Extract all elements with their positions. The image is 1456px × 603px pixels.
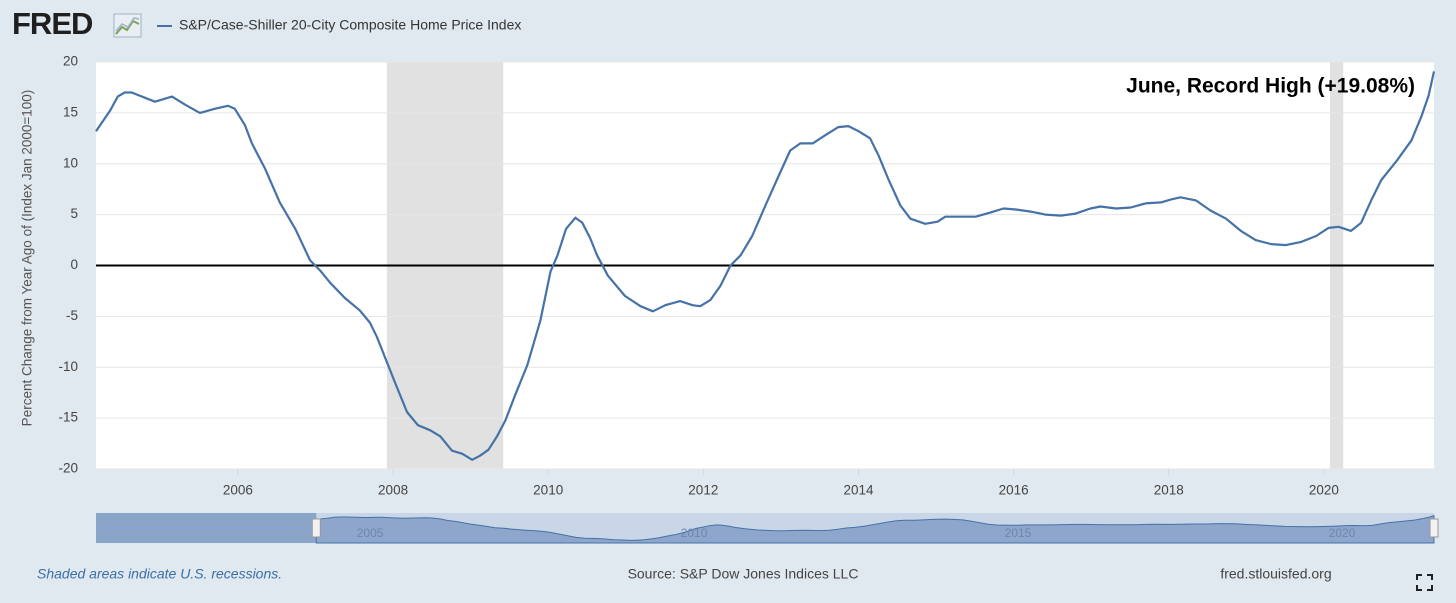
source: Source: S&P Dow Jones Indices LLC — [628, 566, 859, 582]
x-tick-label: 2014 — [843, 483, 874, 498]
annotation: June, Record High (+19.08%) — [1126, 75, 1415, 98]
logo: FRED — [12, 6, 93, 41]
site-link[interactable]: fred.stlouisfed.org — [1220, 566, 1331, 582]
x-tick-label: 2010 — [533, 483, 563, 498]
y-tick-label: 20 — [63, 54, 78, 69]
y-tick-label: 15 — [63, 104, 78, 119]
y-tick-label: 5 — [70, 206, 78, 221]
x-tick-label: 2018 — [1154, 483, 1184, 498]
navigator-handle[interactable] — [311, 518, 321, 538]
navigator-handle[interactable] — [1429, 518, 1439, 538]
recession-note: Shaded areas indicate U.S. recessions. — [37, 566, 282, 582]
navigator-tick-label: 2005 — [357, 526, 384, 540]
navigator-area — [315, 514, 1435, 544]
y-tick-label: 10 — [63, 155, 78, 170]
series-line — [95, 71, 1436, 461]
x-tick-label: 2016 — [999, 483, 1029, 498]
y-axis-label: Percent Change from Year Ago of (Index J… — [20, 90, 35, 427]
y-tick-label: -15 — [58, 410, 78, 425]
y-tick-label: 0 — [70, 257, 78, 272]
legend-label: S&P/Case-Shiller 20-City Composite Home … — [179, 17, 521, 33]
y-tick-label: -20 — [58, 461, 78, 476]
y-tick-label: -5 — [66, 308, 78, 323]
x-tick-label: 2008 — [378, 483, 408, 498]
x-tick-label: 2020 — [1309, 483, 1339, 498]
navigator-tick-label: 2020 — [1329, 526, 1356, 540]
x-tick-label: 2006 — [223, 483, 253, 498]
y-tick-label: -10 — [58, 359, 78, 374]
fullscreen-icon[interactable] — [1416, 574, 1433, 591]
logo-icon — [113, 13, 142, 38]
x-tick-label: 2012 — [688, 483, 718, 498]
navigator-tick-label: 2015 — [1005, 526, 1032, 540]
navigator-tick-label: 2010 — [681, 526, 708, 540]
